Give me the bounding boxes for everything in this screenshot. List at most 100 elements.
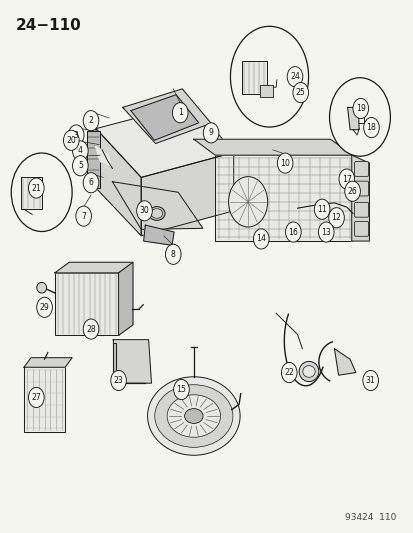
Circle shape bbox=[352, 99, 368, 118]
Polygon shape bbox=[113, 340, 151, 383]
Text: 27: 27 bbox=[31, 393, 41, 402]
Text: 17: 17 bbox=[341, 174, 351, 183]
Text: 8: 8 bbox=[171, 250, 175, 259]
Text: 3: 3 bbox=[74, 131, 78, 140]
Polygon shape bbox=[141, 152, 233, 236]
FancyBboxPatch shape bbox=[241, 61, 266, 94]
Text: 30: 30 bbox=[139, 206, 149, 215]
Polygon shape bbox=[112, 182, 202, 229]
Circle shape bbox=[230, 26, 308, 127]
Text: 19: 19 bbox=[355, 104, 365, 113]
Circle shape bbox=[83, 319, 99, 339]
Circle shape bbox=[292, 83, 308, 103]
Text: 29: 29 bbox=[40, 303, 49, 312]
Circle shape bbox=[277, 153, 292, 173]
Circle shape bbox=[338, 169, 354, 189]
Circle shape bbox=[136, 201, 152, 221]
Polygon shape bbox=[131, 95, 198, 140]
Text: 5: 5 bbox=[78, 161, 83, 170]
Text: 13: 13 bbox=[320, 228, 330, 237]
FancyBboxPatch shape bbox=[354, 221, 368, 236]
Circle shape bbox=[363, 117, 378, 138]
Circle shape bbox=[287, 67, 302, 87]
Text: 21: 21 bbox=[31, 183, 41, 192]
Ellipse shape bbox=[154, 385, 233, 447]
Circle shape bbox=[313, 199, 329, 219]
Circle shape bbox=[329, 78, 389, 156]
Circle shape bbox=[11, 153, 72, 231]
Circle shape bbox=[344, 181, 359, 201]
FancyBboxPatch shape bbox=[354, 203, 368, 217]
Polygon shape bbox=[347, 108, 358, 130]
Circle shape bbox=[285, 222, 300, 242]
Text: 23: 23 bbox=[114, 376, 123, 385]
Text: 24: 24 bbox=[290, 72, 299, 81]
Polygon shape bbox=[351, 155, 368, 241]
Polygon shape bbox=[95, 146, 112, 167]
Circle shape bbox=[37, 297, 52, 317]
Circle shape bbox=[68, 125, 84, 145]
Circle shape bbox=[83, 111, 99, 131]
Ellipse shape bbox=[151, 209, 162, 218]
Text: 14: 14 bbox=[256, 235, 266, 244]
Polygon shape bbox=[55, 273, 118, 335]
Text: 10: 10 bbox=[280, 159, 290, 167]
Text: 1: 1 bbox=[177, 108, 182, 117]
Polygon shape bbox=[113, 343, 115, 378]
Circle shape bbox=[318, 222, 333, 242]
Text: 6: 6 bbox=[88, 178, 93, 187]
FancyBboxPatch shape bbox=[21, 177, 42, 209]
Circle shape bbox=[253, 229, 268, 249]
FancyBboxPatch shape bbox=[259, 85, 272, 97]
Circle shape bbox=[28, 178, 44, 198]
Text: 25: 25 bbox=[295, 88, 305, 97]
Polygon shape bbox=[215, 155, 352, 241]
FancyBboxPatch shape bbox=[354, 161, 368, 176]
Polygon shape bbox=[24, 358, 72, 367]
Circle shape bbox=[111, 370, 126, 391]
Text: 12: 12 bbox=[331, 213, 341, 222]
Text: 7: 7 bbox=[81, 212, 86, 221]
Text: 18: 18 bbox=[366, 123, 375, 132]
FancyBboxPatch shape bbox=[354, 181, 368, 196]
Ellipse shape bbox=[147, 377, 240, 455]
Circle shape bbox=[203, 123, 218, 143]
Text: 93424  110: 93424 110 bbox=[344, 513, 395, 522]
Polygon shape bbox=[87, 131, 100, 188]
Circle shape bbox=[165, 244, 180, 264]
Circle shape bbox=[72, 141, 88, 161]
Polygon shape bbox=[193, 139, 352, 155]
Circle shape bbox=[328, 208, 344, 228]
Text: 26: 26 bbox=[347, 187, 356, 196]
Text: 22: 22 bbox=[284, 368, 293, 377]
Text: 4: 4 bbox=[78, 147, 83, 156]
Text: 11: 11 bbox=[316, 205, 326, 214]
Circle shape bbox=[63, 130, 79, 150]
Ellipse shape bbox=[228, 176, 267, 227]
Circle shape bbox=[28, 387, 44, 408]
Polygon shape bbox=[24, 367, 65, 432]
Text: 24−110: 24−110 bbox=[16, 18, 81, 34]
Polygon shape bbox=[55, 262, 133, 273]
Text: 31: 31 bbox=[365, 376, 375, 385]
Text: 15: 15 bbox=[176, 385, 186, 394]
Polygon shape bbox=[143, 225, 174, 245]
Circle shape bbox=[76, 206, 91, 226]
Circle shape bbox=[281, 362, 297, 383]
Polygon shape bbox=[96, 103, 233, 177]
Ellipse shape bbox=[298, 361, 318, 382]
Text: 16: 16 bbox=[288, 228, 298, 237]
Polygon shape bbox=[334, 349, 355, 375]
Ellipse shape bbox=[184, 409, 203, 423]
Circle shape bbox=[362, 370, 377, 391]
Circle shape bbox=[83, 173, 99, 193]
Text: 9: 9 bbox=[208, 128, 213, 138]
Ellipse shape bbox=[302, 366, 314, 377]
Ellipse shape bbox=[148, 207, 165, 220]
Circle shape bbox=[172, 103, 188, 123]
Circle shape bbox=[173, 379, 189, 400]
Text: 2: 2 bbox=[88, 116, 93, 125]
Ellipse shape bbox=[167, 395, 220, 437]
Text: 28: 28 bbox=[86, 325, 96, 334]
Circle shape bbox=[72, 156, 88, 176]
